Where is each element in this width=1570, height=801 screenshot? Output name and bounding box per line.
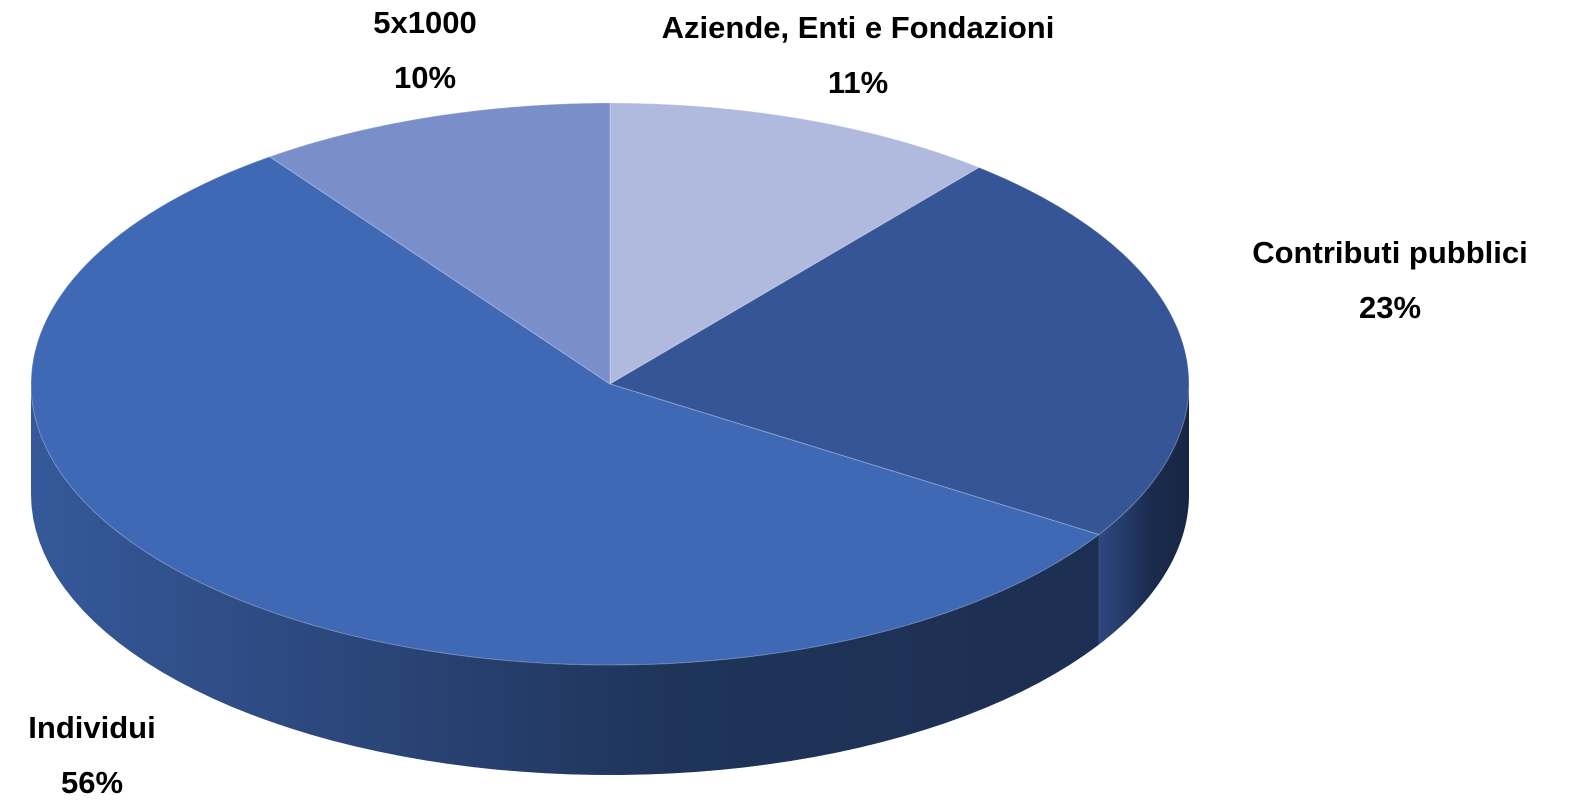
category-label: 5x1000: [373, 5, 476, 40]
category-label: Individui: [28, 710, 155, 745]
pie-slice: [609, 102, 981, 385]
pie-side-shade: [1098, 384, 1189, 645]
category-label: Aziende, Enti e Fondazioni: [662, 10, 1055, 45]
category-label: Contributi pubblici: [1252, 235, 1528, 270]
pie-slice: [268, 102, 611, 385]
pie-slice: [30, 156, 1100, 666]
pie-slice: [608, 166, 1190, 536]
value-label: 11%: [828, 65, 888, 100]
value-label: 56%: [61, 765, 123, 800]
value-label: 10%: [394, 60, 456, 95]
pie-side-shade: [31, 384, 1099, 775]
value-label: 23%: [1359, 290, 1421, 325]
